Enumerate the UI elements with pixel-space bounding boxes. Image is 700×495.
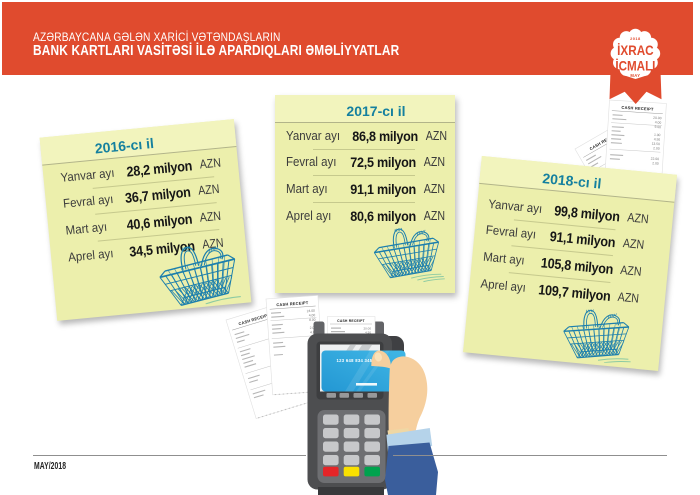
svg-text:CASH RECEIPT: CASH RECEIPT [276, 300, 309, 307]
svg-text:123 648 834 345 4: 123 648 834 345 4 [337, 358, 377, 363]
svg-text:2018: 2018 [630, 36, 641, 41]
svg-text:CASH RECEIPT: CASH RECEIPT [337, 319, 365, 323]
svg-text:22.00: 22.00 [651, 157, 660, 162]
svg-text:1.00: 1.00 [654, 133, 661, 137]
svg-text:8.00: 8.00 [309, 318, 316, 322]
svg-text:4.00: 4.00 [309, 313, 316, 317]
svg-text:2.00: 2.00 [310, 326, 317, 330]
svg-text:20.00: 20.00 [653, 116, 662, 121]
svg-text:2.00: 2.00 [653, 146, 660, 150]
svg-text:4.50: 4.50 [654, 137, 661, 141]
svg-text:İXRAC: İXRAC [617, 42, 654, 58]
svg-text:2.00: 2.00 [652, 161, 659, 165]
svg-text:CASH RECEIPT: CASH RECEIPT [621, 105, 654, 112]
svg-text:20.00: 20.00 [363, 327, 371, 331]
svg-text:24.00: 24.00 [307, 309, 316, 314]
svg-text:İCMALI: İCMALI [615, 57, 655, 73]
svg-text:4.00: 4.00 [655, 120, 662, 124]
svg-text:13.50: 13.50 [652, 142, 661, 147]
svg-text:4.00: 4.00 [310, 330, 317, 334]
svg-text:MAY: MAY [630, 73, 640, 78]
svg-text:9.00: 9.00 [654, 125, 661, 129]
svg-text:4.50: 4.50 [365, 331, 371, 335]
